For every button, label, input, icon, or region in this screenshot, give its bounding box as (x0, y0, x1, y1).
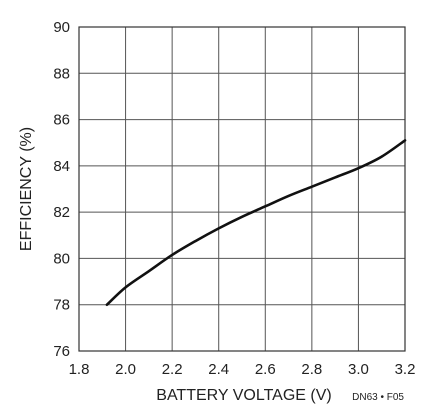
efficiency-series-line-0 (105, 139, 407, 307)
y-tick-label-1: 78 (53, 297, 70, 314)
plot-frame (78, 26, 406, 352)
x-tick-label-7: 3.2 (395, 361, 416, 378)
x-tick-label-5: 2.8 (301, 361, 322, 378)
y-tick-label-0: 76 (53, 343, 70, 360)
x-tick-label-6: 3.0 (348, 361, 369, 378)
y-tick-label-4: 84 (53, 158, 70, 175)
x-tick-label-0: 1.8 (69, 361, 90, 378)
x-tick-label-4: 2.6 (255, 361, 276, 378)
y-tick-label-7: 90 (53, 19, 70, 36)
x-tick-labels: 1.8 2.0 2.2 2.4 2.6 2.8 3.0 3.2 (69, 361, 416, 378)
y-axis-title: EFFICIENCY (%) (18, 127, 35, 251)
figure-note: DN63 • F05 (352, 392, 404, 403)
x-axis-title: BATTERY VOLTAGE (V) (156, 387, 331, 404)
y-tick-label-2: 80 (53, 250, 70, 267)
y-tick-label-3: 82 (53, 204, 70, 221)
grid-lines (78, 26, 406, 352)
x-tick-label-1: 2.0 (115, 361, 136, 378)
y-tick-label-5: 86 (53, 112, 70, 129)
x-tick-label-2: 2.2 (162, 361, 183, 378)
series-layer (105, 139, 407, 307)
y-tick-labels: 76 78 80 82 84 86 88 90 (53, 19, 70, 360)
y-tick-label-6: 88 (53, 65, 70, 82)
x-tick-label-3: 2.4 (208, 361, 229, 378)
